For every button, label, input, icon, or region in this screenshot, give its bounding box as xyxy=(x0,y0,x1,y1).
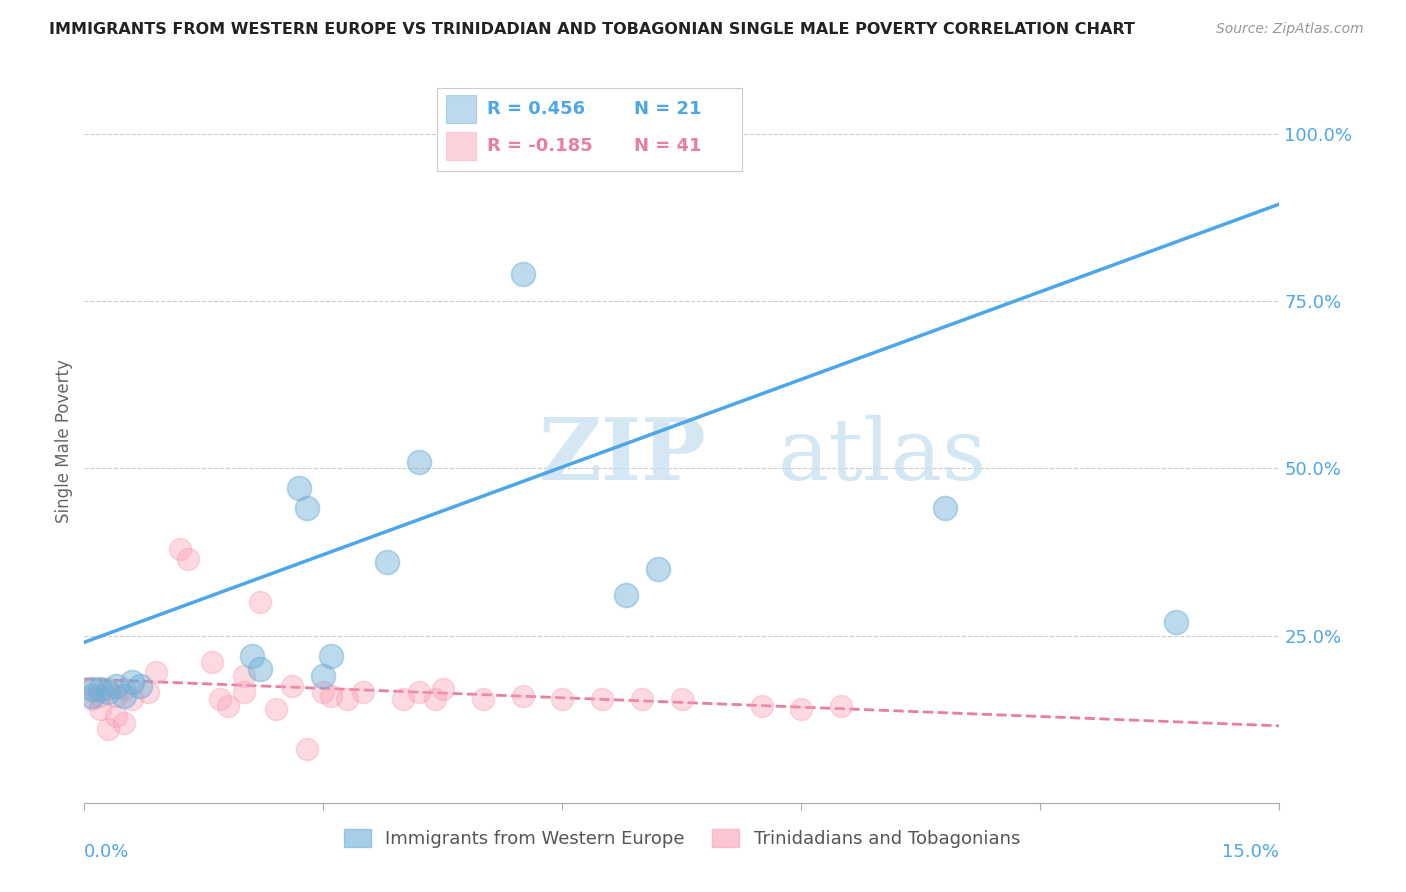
Point xyxy=(264,702,287,716)
Point xyxy=(89,689,111,703)
Point xyxy=(121,675,143,690)
Point xyxy=(129,679,152,693)
Text: atlas: atlas xyxy=(778,415,987,498)
Text: Source: ZipAtlas.com: Source: ZipAtlas.com xyxy=(1216,22,1364,37)
Point xyxy=(105,708,128,723)
Point xyxy=(671,692,693,706)
Point xyxy=(82,681,104,696)
Point xyxy=(232,685,254,699)
Point xyxy=(82,692,104,706)
Point xyxy=(551,692,574,706)
Point xyxy=(790,702,813,716)
Point xyxy=(512,268,534,282)
Point xyxy=(352,685,374,699)
Point xyxy=(392,692,415,706)
Point xyxy=(82,681,104,696)
Point xyxy=(297,501,319,516)
Text: R = 0.456: R = 0.456 xyxy=(486,100,585,118)
Point xyxy=(591,692,613,706)
Point xyxy=(112,689,135,703)
Point xyxy=(312,669,335,683)
Point xyxy=(934,501,956,516)
Text: ZIP: ZIP xyxy=(538,414,706,498)
Point xyxy=(408,455,430,469)
FancyBboxPatch shape xyxy=(437,87,742,170)
Point xyxy=(169,541,191,556)
Point xyxy=(232,669,254,683)
Point xyxy=(105,679,128,693)
Point xyxy=(136,685,159,699)
Point xyxy=(97,681,120,696)
Point xyxy=(312,685,335,699)
Legend: Immigrants from Western Europe, Trinidadians and Tobagonians: Immigrants from Western Europe, Trinidad… xyxy=(336,822,1028,855)
Point xyxy=(121,692,143,706)
Text: 15.0%: 15.0% xyxy=(1222,843,1279,861)
Point xyxy=(512,689,534,703)
Point xyxy=(432,681,454,696)
Point xyxy=(112,715,135,730)
Point xyxy=(97,685,120,699)
Y-axis label: Single Male Poverty: Single Male Poverty xyxy=(55,359,73,524)
Point xyxy=(321,689,343,703)
Point xyxy=(471,692,494,706)
Text: R = -0.185: R = -0.185 xyxy=(486,137,593,155)
Point xyxy=(97,723,120,737)
Text: 0.0%: 0.0% xyxy=(84,843,129,861)
FancyBboxPatch shape xyxy=(447,132,477,160)
Text: N = 21: N = 21 xyxy=(634,100,702,118)
Point xyxy=(240,648,263,663)
Point xyxy=(631,692,654,706)
Point xyxy=(249,662,271,676)
Point xyxy=(145,665,167,680)
Point xyxy=(1164,615,1187,630)
Point xyxy=(208,692,231,706)
Point xyxy=(177,551,200,566)
Point xyxy=(82,689,104,703)
Point xyxy=(297,742,319,756)
Point xyxy=(217,698,239,713)
Point xyxy=(408,685,430,699)
Point xyxy=(830,698,852,713)
Point xyxy=(336,692,359,706)
Point xyxy=(751,698,773,713)
Point xyxy=(280,679,302,693)
FancyBboxPatch shape xyxy=(447,95,477,123)
Point xyxy=(249,595,271,609)
Point xyxy=(201,655,224,669)
Point xyxy=(288,482,311,496)
Point xyxy=(321,648,343,663)
Point xyxy=(112,681,135,696)
Point xyxy=(89,681,111,696)
Point xyxy=(375,555,398,569)
Point xyxy=(423,692,446,706)
Text: IMMIGRANTS FROM WESTERN EUROPE VS TRINIDADIAN AND TOBAGONIAN SINGLE MALE POVERTY: IMMIGRANTS FROM WESTERN EUROPE VS TRINID… xyxy=(49,22,1135,37)
Point xyxy=(614,589,637,603)
Point xyxy=(647,562,669,576)
Point xyxy=(105,689,128,703)
Point xyxy=(89,702,111,716)
Text: N = 41: N = 41 xyxy=(634,137,702,155)
